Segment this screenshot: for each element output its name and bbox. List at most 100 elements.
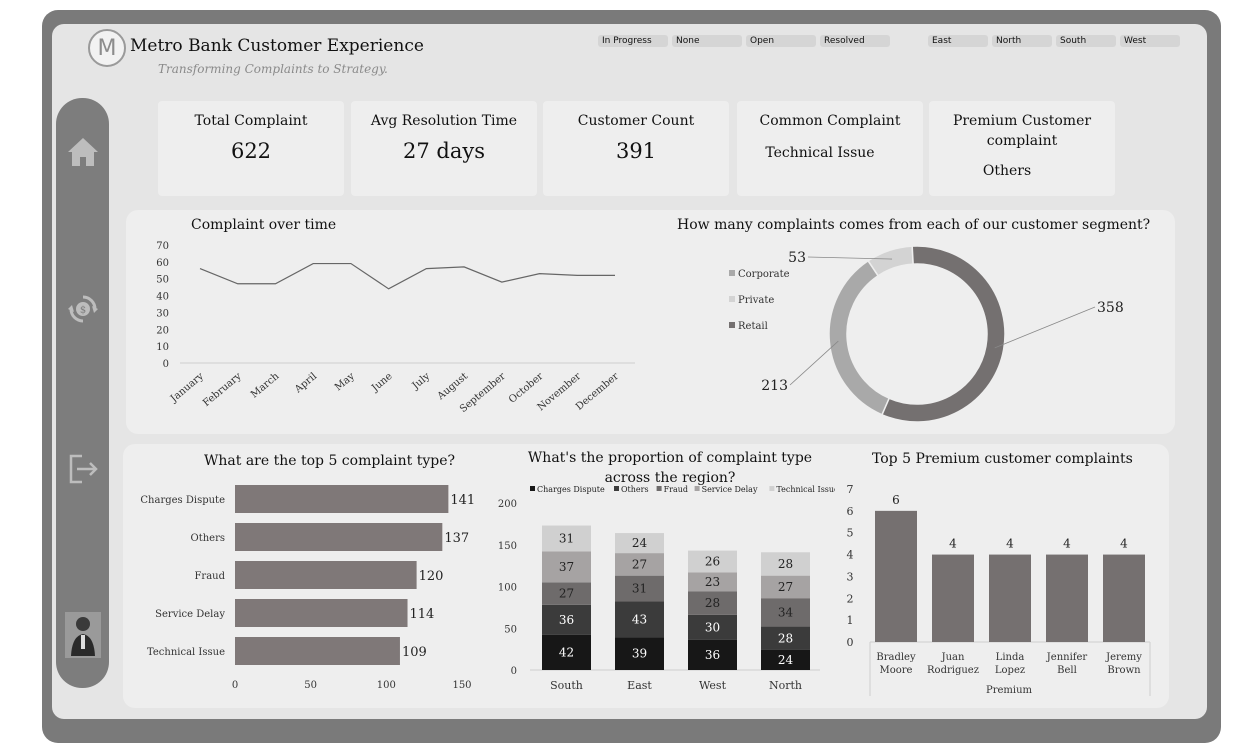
user-avatar[interactable] <box>56 610 109 660</box>
legend-label: Others <box>621 485 649 494</box>
stack-segment <box>542 634 591 670</box>
y-tick-label: 200 <box>498 499 517 510</box>
status-filter-none[interactable]: None <box>672 35 742 47</box>
category-label: North <box>769 679 802 692</box>
x-tick-label: 100 <box>377 680 396 691</box>
kpi-premium-complaint: Premium Customer complaint Others <box>929 101 1115 196</box>
bar <box>235 485 449 513</box>
legend-swatch <box>656 486 662 491</box>
region-filter-west[interactable]: West <box>1120 35 1180 47</box>
y-tick-label: 60 <box>156 258 169 269</box>
legend-label: Corporate <box>738 269 790 280</box>
y-tick-label: 7 <box>847 483 854 496</box>
y-tick-label: 40 <box>156 292 169 303</box>
status-filter-open[interactable]: Open <box>746 35 816 47</box>
data-label: 36 <box>705 648 720 662</box>
data-label: 24 <box>778 653 794 667</box>
donut-slice <box>828 259 891 416</box>
y-tick-label: 6 <box>847 505 854 518</box>
kpi-label: Premium Customer complaint <box>952 113 1092 149</box>
top5-types-bar-chart: Charges Dispute 141 Others 137 Fraud 120 Servi… <box>140 485 475 691</box>
kpi-total-complaint: Total Complaint 622 <box>158 101 344 196</box>
home-icon[interactable] <box>56 136 109 168</box>
category-label: South <box>550 679 583 692</box>
line-chart-title: Complaint over time <box>191 217 337 233</box>
y-tick-label: 0 <box>847 636 854 649</box>
bar <box>989 554 1031 642</box>
x-tick-label: 50 <box>304 680 317 691</box>
stack-segment <box>761 552 810 576</box>
kpi-value: Technical Issue <box>765 145 875 161</box>
stack-segment <box>615 601 664 638</box>
leader-line <box>994 306 1096 349</box>
stack-segment <box>542 604 591 635</box>
category-label: Jeremy <box>1105 652 1142 663</box>
kpi-customer-count: Customer Count 391 <box>543 101 729 196</box>
stack-segment <box>688 614 737 640</box>
kpi-avg-resolution: Avg Resolution Time 27 days <box>351 101 537 196</box>
x-tick-label: 150 <box>452 680 471 691</box>
data-label: 4 <box>1006 537 1014 551</box>
legend-swatch <box>769 486 775 491</box>
donut-chart-title: How many complaints comes from each of o… <box>677 217 1151 233</box>
data-label: 39 <box>632 647 647 661</box>
legend-label: Charges Dispute <box>537 485 605 494</box>
region-filter-south[interactable]: South <box>1056 35 1116 47</box>
data-label: 28 <box>705 596 720 610</box>
kpi-label: Customer Count <box>577 113 695 129</box>
category-label: Jennifer <box>1046 652 1088 663</box>
data-label: 6 <box>892 493 900 507</box>
x-tick-label: April <box>292 371 319 396</box>
data-label: 114 <box>410 607 435 622</box>
bar <box>1103 554 1145 642</box>
data-label: 43 <box>632 612 647 626</box>
data-label: 36 <box>559 613 574 627</box>
category-label: Charges Dispute <box>140 495 225 506</box>
legend-swatch <box>729 322 735 328</box>
region-stacked-bar-chart: 0 50 100 150 200 Charges Dispute Others Fraud Se… <box>498 485 835 692</box>
stack-segment <box>615 553 664 576</box>
status-slicer: In Progress None Open Resolved <box>598 35 890 47</box>
y-tick-label: 70 <box>156 241 169 252</box>
x-tick-label: August <box>435 371 470 403</box>
premium-bar-chart: 0 1 2 3 4 5 6 7 6 Bradley Moore 4 Juan Rodriguez 4 Lind… <box>847 483 1151 696</box>
stack-segment <box>542 525 591 552</box>
category-label: East <box>627 679 652 692</box>
y-tick-label: 10 <box>156 342 169 353</box>
data-label: 34 <box>778 605 794 619</box>
data-label: 28 <box>778 557 793 571</box>
stack-segment <box>542 582 591 605</box>
category-label: Brown <box>1107 665 1141 676</box>
bar <box>235 599 408 627</box>
dollar-refresh-icon[interactable]: $ <box>56 293 109 325</box>
y-tick-label: 50 <box>156 275 169 286</box>
category-label: Rodriguez <box>927 665 979 676</box>
stack-segment <box>761 626 810 650</box>
data-label: 4 <box>1120 537 1128 551</box>
bar <box>875 510 917 642</box>
x-tick-label: February <box>201 371 244 409</box>
data-label: 4 <box>1063 537 1071 551</box>
data-label: 27 <box>632 557 647 571</box>
status-filter-in-progress[interactable]: In Progress <box>598 35 668 47</box>
legend-swatch <box>694 486 700 491</box>
category-label: Moore <box>880 665 913 676</box>
x-axis-label: Premium <box>986 685 1033 696</box>
stack-segment <box>542 551 591 583</box>
data-label: 37 <box>559 560 574 574</box>
x-tick-label: 0 <box>232 680 238 691</box>
y-tick-label: 5 <box>847 527 854 540</box>
legend-label: Service Delay <box>702 485 758 494</box>
donut-slice <box>881 245 1006 423</box>
logout-icon[interactable] <box>56 452 109 486</box>
region-filter-east[interactable]: East <box>928 35 988 47</box>
data-label: 26 <box>705 554 720 568</box>
stack-segment <box>761 598 810 627</box>
kpi-label: Common Complaint <box>759 113 901 129</box>
data-label: 42 <box>559 645 574 659</box>
region-filter-north[interactable]: North <box>992 35 1052 47</box>
x-tick-label: March <box>249 371 282 401</box>
x-tick-label: June <box>369 371 394 395</box>
y-tick-label: 150 <box>498 541 517 552</box>
status-filter-resolved[interactable]: Resolved <box>820 35 890 47</box>
